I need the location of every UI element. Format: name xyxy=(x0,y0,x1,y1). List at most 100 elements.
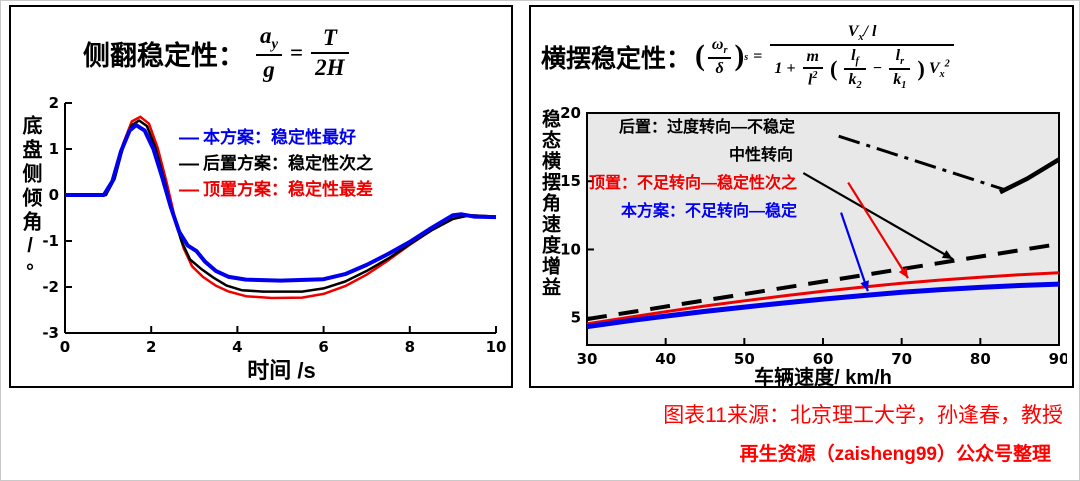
sup-22: 2 xyxy=(944,58,950,70)
num-lf: lf xyxy=(844,46,866,71)
formula-numerator: ay xyxy=(256,22,283,57)
sub-r: r xyxy=(723,45,728,57)
x-tick-label: 60 xyxy=(813,350,834,368)
sub-r2: r xyxy=(900,56,905,68)
credit-caption: 再生资源（zaisheng99）公众号整理 xyxy=(739,444,1051,465)
rollover-panel: 侧翻稳定性： ay g = T 2H 底盘侧倾角/° 0 2 4 6 8 10 2 1 0 -1-… xyxy=(9,5,513,388)
annotation-arrow xyxy=(840,212,869,292)
var-Vx2: V xyxy=(928,59,940,77)
yaw-title-row: 横摆稳定性： ( ωr δ ) s = Vx/ l 1 + m xyxy=(541,9,957,105)
over-l: / l xyxy=(863,22,877,40)
y-tick-label: -3 xyxy=(42,324,59,342)
var-lr: l xyxy=(895,46,901,64)
legend-item-rear-scheme: — 后置方案：稳定性次之 xyxy=(179,151,373,177)
annotation-arrow xyxy=(847,182,909,279)
fraction-m-l2: m l2 xyxy=(802,48,823,89)
y-tick-label: 10 xyxy=(560,240,581,258)
legend-label: 后置方案：稳定性次之 xyxy=(203,154,373,173)
series-line xyxy=(65,123,497,283)
sub-1: 1 xyxy=(901,80,907,92)
series-line xyxy=(586,281,1060,330)
den-k1: k1 xyxy=(889,70,910,91)
var-T: T xyxy=(311,25,349,54)
y-tick-label: 1 xyxy=(49,140,59,158)
annotation-neutral-steer: 中性转向 xyxy=(729,147,794,164)
var-lf: l xyxy=(851,46,856,64)
legend-line-black-icon: — xyxy=(179,153,199,175)
num-lr: lr xyxy=(889,46,911,71)
one-plus: 1 + xyxy=(774,59,796,77)
fraction-lr-k1: lr k1 xyxy=(889,46,911,91)
plot-area xyxy=(587,113,1059,345)
x-tick-label: 90 xyxy=(1049,350,1067,368)
sub-s: s xyxy=(744,51,749,63)
right-paren: ) xyxy=(734,40,745,73)
formula-numerator: Vx/ l xyxy=(770,22,954,46)
den-l2: l2 xyxy=(803,69,823,89)
yaw-panel: 横摆稳定性： ( ωr δ ) s = Vx/ l 1 + m xyxy=(529,5,1074,389)
legend-label: 本方案：稳定性最好 xyxy=(203,128,356,147)
rollover-title-row: 侧翻稳定性： ay g = T 2H xyxy=(83,13,352,93)
var-delta: δ xyxy=(715,60,724,78)
x-tick-label: 6 xyxy=(318,338,328,356)
annotation-this-understeer: 本方案：不足转向—稳定 xyxy=(621,203,798,220)
series-line xyxy=(998,157,1061,195)
left-y-axis-label: 底盘侧倾角/° xyxy=(19,115,41,287)
x-tick-label: 40 xyxy=(655,350,676,368)
var-a: a xyxy=(260,22,272,48)
source-caption: 图表11来源：北京理工大学，孙逢春，教授 xyxy=(663,404,1063,427)
series-line xyxy=(586,242,1060,322)
y-tick-label: 5 xyxy=(571,309,581,327)
var-k2: k xyxy=(848,71,857,89)
y-tick-label: 15 xyxy=(560,172,581,190)
x-tick-label: 0 xyxy=(60,338,70,356)
formula-numerator: ωr xyxy=(707,36,732,60)
right-y-axis-label: 稳态横摆角速度增益 xyxy=(539,109,560,298)
y-tick-label: 0 xyxy=(49,186,59,204)
left-paren: ( xyxy=(695,40,705,73)
sub-x: x xyxy=(858,31,864,43)
x-tick-label: 10 xyxy=(486,338,506,356)
legend-line-blue-icon: — xyxy=(179,127,199,149)
annotation-top-understeer: 顶置：不足转向—稳定性次之 xyxy=(589,175,798,192)
equals-sign: = xyxy=(290,40,304,65)
annotation-arrowhead xyxy=(941,250,953,259)
var-k1: k xyxy=(893,71,902,89)
sub-x2: x xyxy=(939,68,945,80)
legend-item-this-scheme: — 本方案：稳定性最好 xyxy=(179,125,373,151)
rollover-formula: ay g = T 2H xyxy=(253,23,352,84)
var-2H: 2H xyxy=(315,55,345,80)
fraction-omega-delta: ωr δ xyxy=(707,36,732,78)
var-g: g xyxy=(263,57,275,83)
var-l: l xyxy=(807,71,813,89)
equals-sign: = xyxy=(753,48,763,65)
x-tick-label: 70 xyxy=(891,350,912,368)
x-tick-label: 80 xyxy=(970,350,991,368)
var-V: V xyxy=(847,22,859,40)
annotation-rear-oversteer: 后置：过度转向—不稳定 xyxy=(619,119,796,136)
series-line xyxy=(65,119,497,293)
legend-line-red-icon: — xyxy=(179,179,199,201)
y-tick-label: -1 xyxy=(42,232,59,250)
formula-denominator: 1 + m l2 ( lf k2 − lr k1 xyxy=(770,46,953,91)
annotation-arrow xyxy=(802,172,954,260)
x-tick-label: 50 xyxy=(734,350,755,368)
series-line xyxy=(586,271,1060,326)
left-paren-inner: ( xyxy=(829,55,838,81)
minus-sign: − xyxy=(872,59,883,77)
y-tick-label: 20 xyxy=(560,104,581,122)
var-m: m xyxy=(802,48,823,70)
x-tick-label: 4 xyxy=(232,338,242,356)
yaw-chart: 30 40 50 60 70 80 90 5 10 15 20 xyxy=(560,104,1067,368)
annotation-arrowhead xyxy=(898,267,908,279)
fraction-main: Vx/ l 1 + m l2 ( lf k2 − xyxy=(770,22,954,91)
x-tick-label: 8 xyxy=(405,338,415,356)
yaw-title: 横摆稳定性： xyxy=(541,45,692,73)
den-k2: k2 xyxy=(844,70,865,91)
legend: — 本方案：稳定性最好 — 后置方案：稳定性次之 — 顶置方案：稳定性最差 xyxy=(179,125,373,203)
fraction-T-2H: T 2H xyxy=(311,25,349,81)
annotation-arrowhead xyxy=(860,280,869,292)
fraction-ay-g: ay g xyxy=(256,22,283,84)
